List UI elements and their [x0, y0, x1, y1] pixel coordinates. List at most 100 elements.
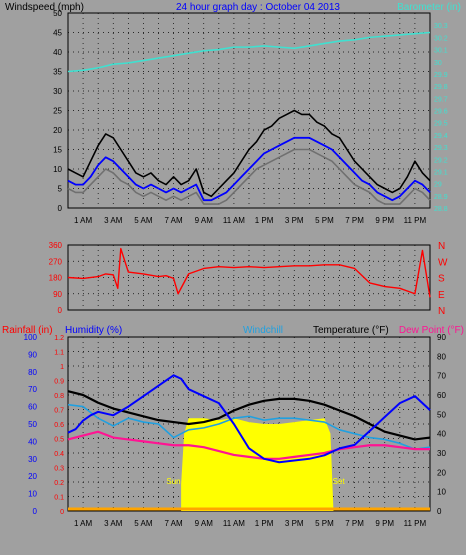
temperature-tick-label: 0: [437, 507, 442, 516]
dew-point-line: [67, 430, 430, 460]
rain-tick-label: 0.5: [54, 437, 64, 444]
barometer-tick-label: 29.3: [434, 145, 448, 152]
wind-x-tick-label: 3 AM: [104, 216, 123, 225]
temperature-tick-label: 90: [437, 333, 446, 342]
humidity-tick-label: 20: [28, 472, 37, 481]
barometer-tick-label: 29.4: [434, 133, 448, 140]
wind-x-tick-label: 11 PM: [404, 216, 427, 225]
wind-left-tick-label: 35: [53, 68, 62, 77]
barometer-tick-label: 30.1: [434, 48, 448, 55]
barometer-tick-label: 30: [434, 60, 442, 67]
temperature-x-tick-label: 5 AM: [134, 519, 153, 528]
compass-tick-label: E: [438, 290, 445, 301]
barometer-tick-label: 29.9: [434, 72, 448, 79]
sunrise-label: Sun Rise: [166, 477, 199, 486]
compass-tick-label: W: [438, 257, 448, 268]
barometer-tick-label: 29.2: [434, 157, 448, 164]
wind-gust-line: [67, 109, 431, 198]
barometer-tick-label: 30.3: [434, 23, 448, 30]
barometer-tick-label: 30.2: [434, 35, 448, 42]
temperature-x-tick-label: 3 PM: [285, 519, 304, 528]
humidity-tick-label: 0: [33, 507, 38, 516]
wind-left-tick-label: 30: [53, 87, 62, 96]
temperature-tick-label: 50: [437, 410, 446, 419]
wind-left-tick-label: 25: [53, 107, 62, 116]
wind-average-line: [67, 136, 431, 202]
humidity-axis-title: Humidity (%): [65, 325, 122, 336]
barometer-tick-label: 29.5: [434, 121, 448, 128]
direction-tick-label: 0: [58, 306, 63, 315]
temperature-x-tick-label: 1 PM: [255, 519, 274, 528]
temperature-x-tick-label: 5 PM: [315, 519, 334, 528]
rain-tick-label: 1.2: [54, 335, 64, 342]
rain-tick-label: 0.1: [54, 495, 64, 502]
rain-tick-label: 1.1: [54, 350, 64, 357]
temperature-axis-title: Temperature (°F): [313, 325, 389, 336]
barometer-axis-title: Barometer (in): [397, 2, 461, 13]
temperature-x-tick-label: 11 PM: [404, 519, 427, 528]
wind-left-tick-label: 15: [53, 146, 62, 155]
temperature-tick-label: 20: [437, 468, 446, 477]
temperature-x-tick-label: 1 AM: [74, 519, 93, 528]
temperature-x-tick-label: 7 PM: [345, 519, 364, 528]
humidity-tick-label: 30: [28, 455, 37, 464]
compass-tick-label: N: [438, 306, 445, 317]
rain-tick-label: 0.9: [54, 379, 64, 386]
temperature-x-tick-label: 7 AM: [164, 519, 183, 528]
wind-x-tick-label: 5 PM: [315, 216, 334, 225]
wind-x-tick-label: 7 AM: [164, 216, 183, 225]
sunset-label: Sun Set: [316, 477, 345, 486]
wind-left-tick-label: 20: [53, 126, 62, 135]
direction-tick-label: 270: [49, 257, 63, 266]
wind-left-tick-label: 45: [53, 29, 62, 38]
dew-point-axis-title: Dew Point (°F): [399, 325, 464, 336]
temperature-tick-label: 70: [437, 372, 446, 381]
rain-tick-label: 0.2: [54, 480, 64, 487]
rain-tick-label: 0.4: [54, 451, 64, 458]
barometer-tick-label: 28.9: [434, 194, 448, 201]
temperature-tick-label: 80: [437, 352, 446, 361]
rainfall-axis-title: Rainfall (in): [2, 325, 53, 336]
wind-x-tick-label: 9 PM: [375, 216, 394, 225]
wind-left-tick-label: 40: [53, 48, 62, 57]
barometer-tick-label: 29.1: [434, 169, 448, 176]
direction-tick-label: 90: [53, 290, 62, 299]
chart-title: 24 hour graph day : October 04 2013: [176, 2, 340, 13]
wind-x-tick-label: 9 AM: [195, 216, 214, 225]
direction-tick-label: 180: [49, 274, 63, 283]
humidity-tick-label: 50: [28, 420, 37, 429]
rain-tick-label: 0: [60, 509, 64, 516]
wind-lull-line: [67, 148, 431, 205]
rain-tick-label: 1: [60, 364, 64, 371]
wind-x-tick-label: 1 AM: [74, 216, 93, 225]
wind-direction-line: [67, 247, 431, 298]
wind-x-tick-label: 7 PM: [345, 216, 364, 225]
humidity-tick-label: 40: [28, 437, 37, 446]
barometer-tick-label: 29.6: [434, 109, 448, 116]
temperature-tick-label: 10: [437, 488, 446, 497]
barometer-tick-label: 28.8: [434, 206, 448, 213]
rain-tick-label: 0.6: [54, 422, 64, 429]
humidity-tick-label: 70: [28, 385, 37, 394]
humidity-tick-label: 10: [28, 490, 37, 499]
barometer-tick-label: 29.7: [434, 96, 448, 103]
windchill-axis-title: Windchill: [243, 325, 283, 336]
wind-x-tick-label: 5 AM: [134, 216, 153, 225]
compass-tick-label: N: [438, 241, 445, 252]
humidity-tick-label: 60: [28, 403, 37, 412]
humidity-line: [67, 374, 431, 464]
windchill-line: [67, 403, 431, 450]
wind-x-tick-label: 3 PM: [285, 216, 304, 225]
barometer-line: [67, 31, 431, 73]
wind-x-tick-label: 1 PM: [255, 216, 274, 225]
wind-left-tick-label: 50: [53, 9, 62, 18]
rain-tick-label: 0.8: [54, 393, 64, 400]
barometer-tick-label: 29: [434, 182, 442, 189]
rain-tick-label: 0.7: [54, 408, 64, 415]
temperature-x-tick-label: 11 AM: [223, 519, 245, 528]
temperature-tick-label: 60: [437, 391, 446, 400]
temperature-x-tick-label: 9 AM: [195, 519, 214, 528]
solar-radiation-area: [181, 418, 334, 511]
temperature-tick-label: 30: [437, 449, 446, 458]
